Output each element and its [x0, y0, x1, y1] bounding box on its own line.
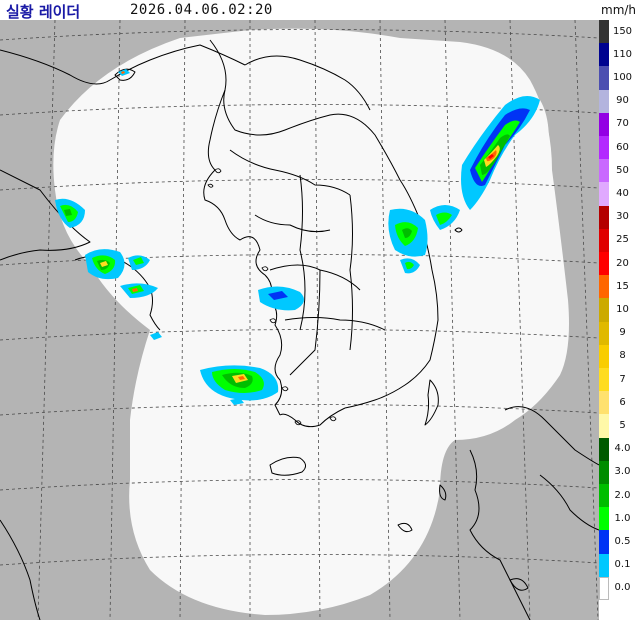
legend-label: 1.0	[614, 512, 631, 524]
legend-swatch	[599, 205, 609, 229]
legend-swatch	[599, 460, 609, 484]
legend-label: 30	[616, 211, 629, 223]
lat-lon-grid	[0, 20, 599, 620]
legend-label: 15	[616, 280, 629, 292]
legend-label: 90	[616, 95, 629, 107]
legend-item: 7	[599, 368, 635, 392]
precipitation-echoes	[55, 69, 540, 405]
legend-swatch	[599, 159, 609, 183]
legend-swatch	[599, 437, 609, 461]
legend-swatch	[599, 89, 609, 113]
legend-label: 9	[619, 327, 626, 339]
legend-item: 40	[599, 182, 635, 206]
legend-item: 5	[599, 414, 635, 438]
legend-item: 20	[599, 252, 635, 276]
legend-label: 20	[616, 257, 629, 269]
legend-swatch	[599, 43, 609, 67]
legend-item: 100	[599, 66, 635, 90]
legend-label: 0.1	[614, 559, 631, 571]
legend-swatch	[599, 298, 609, 322]
precipitation-legend: 150 110 100 90 70 60 50 40 30 25 20 15 10 9 8 7 6 5 4.0 3.0…	[599, 20, 635, 600]
legend-label: 50	[616, 164, 629, 176]
jeju-island	[269, 456, 306, 476]
legend-label: 70	[616, 118, 629, 130]
legend-label: 2.0	[614, 489, 631, 501]
header-bar: 실황 레이더 2026.04.06.02:20 mm/h	[0, 0, 635, 21]
legend-swatch	[599, 391, 609, 415]
echo-west-coast	[55, 69, 130, 228]
legend-item: 6	[599, 391, 635, 415]
legend-swatch	[599, 507, 609, 531]
legend-label: 100	[612, 71, 633, 83]
legend-swatch	[599, 368, 609, 392]
legend-swatch	[599, 321, 609, 345]
legend-swatch	[599, 530, 609, 554]
legend-item: 70	[599, 112, 635, 136]
legend-swatch	[599, 344, 609, 368]
legend-item: 30	[599, 205, 635, 229]
legend-label: 150	[612, 25, 633, 37]
legend-label: 8	[619, 350, 626, 362]
legend-label: 60	[616, 141, 629, 153]
legend-item: 150	[599, 20, 635, 44]
observation-timestamp: 2026.04.06.02:20	[130, 2, 273, 18]
legend-swatch	[599, 252, 609, 276]
echo-korea-west	[150, 286, 304, 340]
legend-item: 3.0	[599, 460, 635, 484]
legend-swatch	[599, 275, 609, 299]
legend-swatch	[599, 576, 609, 600]
legend-label: 6	[619, 396, 626, 408]
echo-shandong	[85, 249, 158, 298]
legend-item: 1.0	[599, 507, 635, 531]
legend-item: 0.1	[599, 553, 635, 577]
legend-item: 110	[599, 43, 635, 67]
legend-item: 8	[599, 344, 635, 368]
legend-item: 50	[599, 159, 635, 183]
legend-unit: mm/h	[601, 3, 635, 17]
legend-label: 7	[619, 373, 626, 385]
legend-item: 4.0	[599, 437, 635, 461]
legend-item: 9	[599, 321, 635, 345]
legend-swatch	[599, 484, 609, 508]
legend-label: 10	[616, 303, 629, 315]
legend-label: 0.5	[614, 535, 631, 547]
legend-item: 15	[599, 275, 635, 299]
echo-south-coast	[200, 365, 279, 405]
legend-label: 4.0	[614, 443, 631, 455]
legend-swatch	[599, 136, 609, 160]
page-title: 실황 레이더	[6, 3, 81, 21]
legend-item: 10	[599, 298, 635, 322]
legend-label: 25	[616, 234, 629, 246]
legend-item: 90	[599, 89, 635, 113]
legend-item: 0.5	[599, 530, 635, 554]
legend-swatch	[599, 20, 609, 44]
legend-swatch	[599, 414, 609, 438]
legend-label: 0.0	[614, 582, 631, 594]
legend-swatch	[599, 228, 609, 252]
legend-item: 0.0	[599, 576, 635, 600]
small-islands	[207, 168, 337, 426]
legend-label: 110	[612, 48, 633, 60]
legend-swatch	[599, 182, 609, 206]
legend-label: 40	[616, 187, 629, 199]
legend-swatch	[599, 112, 609, 136]
echo-east-sea-band	[430, 96, 540, 230]
radar-map[interactable]	[0, 20, 599, 620]
legend-label: 5	[619, 419, 626, 431]
legend-swatch	[599, 66, 609, 90]
echo-east-korea	[388, 208, 428, 274]
legend-label: 3.0	[614, 466, 631, 478]
legend-swatch	[599, 553, 609, 577]
legend-item: 25	[599, 228, 635, 252]
legend-item: 60	[599, 136, 635, 160]
legend-item: 2.0	[599, 484, 635, 508]
